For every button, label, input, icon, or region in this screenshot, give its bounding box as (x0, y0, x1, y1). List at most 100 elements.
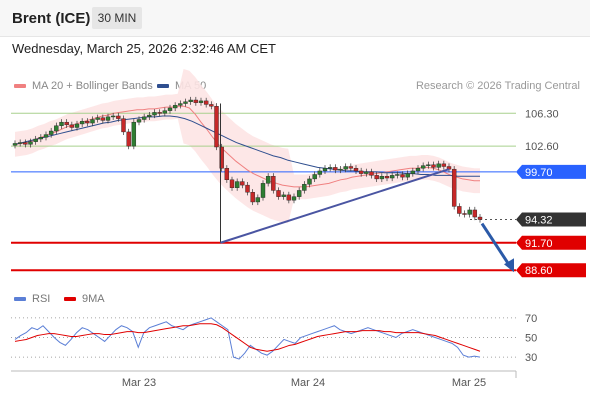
candle-body (410, 170, 416, 174)
candle-body (110, 115, 116, 118)
x-tick-Mar-25: Mar 25 (452, 377, 486, 389)
candle-body (451, 168, 457, 207)
rsi-ma-swatch (64, 297, 76, 302)
candle-body (348, 166, 354, 169)
rsi-panel: 70 50 30 (11, 313, 537, 364)
candles (12, 96, 483, 223)
candle-body (358, 170, 364, 174)
candle-body (209, 104, 214, 107)
level-tag-text-94.32: 94.32 (525, 215, 553, 227)
candle-body (48, 130, 54, 135)
candle-body (389, 175, 395, 179)
x-tick-Mar-24: Mar 24 (291, 377, 325, 389)
candle-body (198, 100, 204, 103)
instrument-title: Brent (ICE) (12, 10, 91, 27)
candle-body (214, 106, 219, 148)
level-label-102.60: 102.60 (525, 141, 559, 153)
candle-body (74, 123, 80, 128)
candle-body (240, 181, 245, 186)
copyright-text: Research © 2026 Trading Central (415, 80, 580, 92)
candle-body (276, 190, 281, 197)
rsi-label: RSI (32, 293, 51, 305)
candle-body (420, 165, 426, 169)
candle-body (405, 173, 410, 178)
candle-body (302, 184, 307, 191)
candle-body (178, 103, 183, 106)
candle-body (64, 121, 69, 126)
candle-body (457, 206, 462, 214)
candle-body (441, 163, 447, 167)
candle-body (317, 170, 323, 175)
legend-rsi: RSI (14, 293, 50, 305)
candle-body (291, 196, 297, 201)
candle-body (90, 119, 95, 124)
candle-body (343, 166, 348, 170)
candle-body (229, 179, 235, 188)
level-lines (11, 112, 516, 272)
candle-body (255, 197, 261, 203)
ma50-swatch (157, 84, 169, 89)
candle-body (172, 105, 178, 109)
candle-body (322, 168, 328, 172)
candle-body (95, 117, 100, 120)
timeframe-button[interactable]: 30 MIN (92, 7, 142, 29)
candle-body (462, 213, 467, 215)
candle-body (260, 183, 266, 198)
candle-body (224, 168, 230, 181)
candle-body (467, 209, 472, 215)
forecast-arrow-head (504, 258, 514, 273)
candle-body (312, 174, 317, 180)
candle-body (395, 174, 400, 176)
candle-body (250, 192, 255, 203)
level-tag-text-91.70: 91.70 (525, 238, 553, 250)
rising-trendline (220, 168, 450, 244)
candle-body (193, 99, 199, 103)
level-tag-text-99.70: 99.70 (525, 167, 553, 179)
candle-body (379, 176, 385, 180)
candle-body (54, 125, 59, 132)
candle-body (188, 99, 193, 102)
candle-body (219, 146, 224, 169)
rsi-ma-label: 9MA (82, 293, 105, 305)
candle-body (105, 116, 111, 121)
candle-body (38, 137, 44, 140)
candle-body (141, 116, 147, 120)
candle-body (85, 121, 90, 124)
trendlines (220, 103, 514, 273)
candle-body (136, 119, 142, 123)
rsi-tick-30: 30 (525, 352, 537, 364)
forecast-arrow-shaft (480, 222, 512, 268)
rsi-line (14, 317, 481, 360)
candle-body (369, 171, 374, 176)
candle-body (121, 118, 126, 133)
candle-body (296, 190, 302, 197)
candle-body (69, 124, 75, 128)
candle-body (147, 114, 152, 118)
x-tick-Mar-23: Mar 23 (122, 377, 156, 389)
candle-body (17, 142, 23, 144)
candle-body (131, 121, 137, 147)
rsi-ma-line (14, 323, 481, 352)
candle-body (183, 101, 188, 104)
candle-body (307, 178, 312, 185)
candle-body (472, 209, 478, 218)
level-label-106.30: 106.30 (525, 108, 559, 120)
x-axis: Mar 23 Mar 24 Mar 25 (11, 370, 517, 389)
report-datetime: Wednesday, March 25, 2026 2:32:46 AM CET (12, 41, 276, 56)
candle-body (271, 176, 276, 191)
candle-body (400, 174, 405, 178)
rsi-tick-50: 50 (525, 333, 537, 345)
candle-body (116, 115, 121, 119)
ma20-swatch (14, 84, 26, 89)
candle-body (281, 194, 286, 197)
candle-body (12, 143, 18, 146)
legend-ma20: MA 20 + Bollinger Bands (14, 80, 153, 92)
level-tag-99.70 (516, 164, 586, 179)
candle-body (265, 176, 271, 184)
candle-body (426, 164, 431, 166)
rsi-tick-70: 70 (525, 313, 537, 325)
candle-body (327, 167, 333, 169)
level-tag-91.70 (516, 235, 586, 250)
header-bar: Brent (ICE) 30 MIN (0, 0, 590, 37)
